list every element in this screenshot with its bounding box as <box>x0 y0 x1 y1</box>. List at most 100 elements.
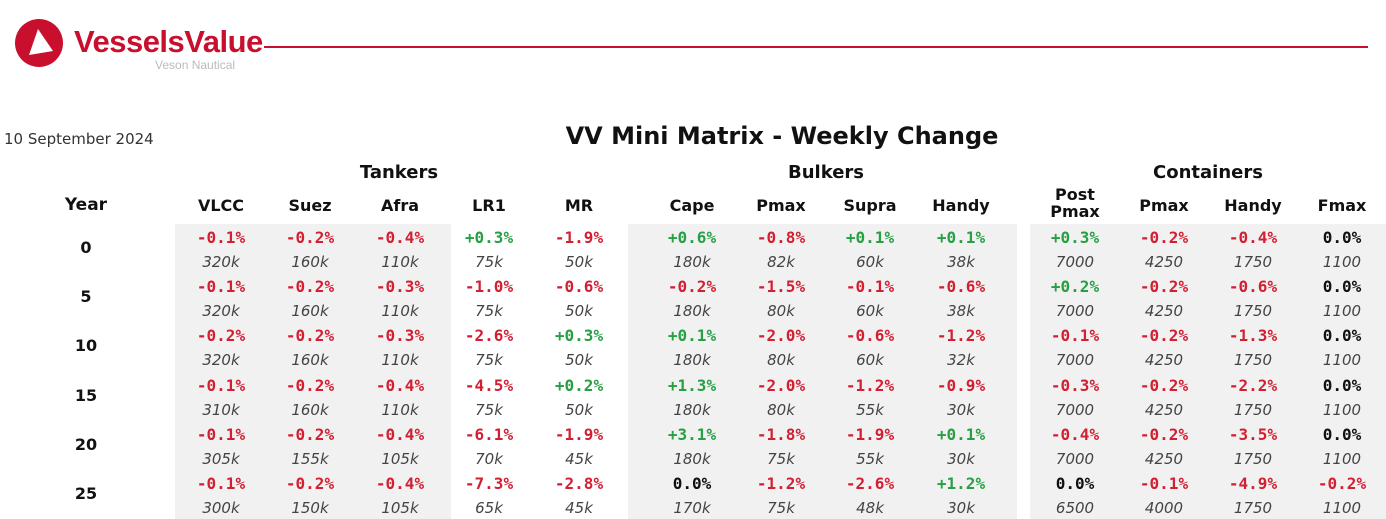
change-value: 0.0% <box>1322 375 1362 395</box>
vessel-size: 50k <box>565 400 593 419</box>
change-value: -0.6% <box>936 277 986 297</box>
group-header-tankers: Tankers <box>359 162 439 183</box>
brand-subtitle: Veson Nautical <box>155 58 236 72</box>
vessel-size: 75k <box>475 253 503 271</box>
change-value: -0.4% <box>1228 228 1278 247</box>
change-value: +0.3% <box>464 228 514 247</box>
vessel-size: 4250 <box>1144 253 1184 271</box>
change-value: -1.9% <box>554 228 604 247</box>
change-value: -2.6% <box>464 326 514 346</box>
column-header-tankers-afra: Afra <box>380 196 420 215</box>
vessel-size: 75k <box>767 499 795 517</box>
change-value: -0.3% <box>1050 375 1100 395</box>
change-value: 0.0% <box>1322 424 1362 444</box>
column-header-containers-post-pmax: Post Pmax <box>1050 185 1100 221</box>
vessel-size: 160k <box>291 351 329 370</box>
vessel-size: 75k <box>475 302 503 321</box>
column-header-containers-pmax: Pmax <box>1139 196 1189 215</box>
vessel-size: 105k <box>381 499 419 517</box>
vessel-size: 1100 <box>1322 253 1362 271</box>
change-value: -1.0% <box>464 277 514 297</box>
vessel-size: 320k <box>202 253 240 271</box>
change-value: 0.0% <box>1055 474 1095 493</box>
change-value: -0.6% <box>1228 277 1278 297</box>
vessel-size: 65k <box>475 499 503 517</box>
change-value: -0.2% <box>1139 375 1189 395</box>
vessel-size: 170k <box>673 499 711 517</box>
group-panel-3 <box>1030 224 1386 519</box>
vessel-size: 75k <box>475 351 503 370</box>
row-year-0: 0 <box>80 238 92 257</box>
group-header-containers: Containers <box>1153 162 1263 183</box>
change-value: -1.2% <box>756 474 806 493</box>
vessel-size: 50k <box>565 253 593 271</box>
vessel-size: 150k <box>291 499 329 517</box>
vessel-size: 50k <box>565 302 593 321</box>
column-header-bulkers-supra: Supra <box>843 196 897 215</box>
vessel-size: 75k <box>475 400 503 419</box>
change-value: -3.5% <box>1228 424 1278 444</box>
change-value: 0.0% <box>1322 228 1362 247</box>
vessel-size: 300k <box>202 499 240 517</box>
vessel-size: 180k <box>673 400 711 419</box>
vessel-size: 1750 <box>1233 400 1273 419</box>
column-header-bulkers-cape: Cape <box>669 196 715 215</box>
report-date: 10 September 2024 <box>4 130 154 148</box>
vessel-size: 1100 <box>1322 351 1362 370</box>
vessel-size: 180k <box>673 302 711 321</box>
vessel-size: 7000 <box>1055 449 1095 468</box>
vessel-size: 4250 <box>1144 449 1184 468</box>
vessel-size: 4000 <box>1144 499 1184 517</box>
vessel-size: 320k <box>202 302 240 321</box>
change-value: -0.3% <box>375 277 425 297</box>
change-value: -0.1% <box>1139 474 1189 493</box>
change-value: -4.5% <box>464 375 514 395</box>
vessel-size: 55k <box>856 400 884 419</box>
change-value: -0.4% <box>375 474 425 493</box>
vessel-size: 110k <box>381 253 419 271</box>
vessel-size: 30k <box>947 400 975 419</box>
row-year-10: 10 <box>74 336 98 356</box>
vessel-size: 80k <box>767 351 795 370</box>
change-value: -2.6% <box>845 474 895 493</box>
column-header-tankers-lr1: LR1 <box>472 196 506 215</box>
vessel-size: 75k <box>767 449 795 468</box>
vessel-size: 160k <box>291 400 329 419</box>
vessel-size: 305k <box>202 449 240 468</box>
vessel-size: 4250 <box>1144 302 1184 321</box>
vessel-size: 7000 <box>1055 400 1095 419</box>
change-value: -0.2% <box>1317 474 1367 493</box>
vessel-size: 160k <box>291 253 329 271</box>
vessel-size: 110k <box>381 302 419 321</box>
vessel-size: 105k <box>381 449 419 468</box>
change-value: -0.2% <box>1139 228 1189 247</box>
vessel-size: 1750 <box>1233 351 1273 370</box>
vessel-size: 50k <box>565 351 593 370</box>
vessel-size: 180k <box>673 449 711 468</box>
change-value: -0.2% <box>285 277 335 297</box>
change-value: -0.1% <box>196 228 246 247</box>
change-value: -1.9% <box>554 424 604 444</box>
vessel-size: 7000 <box>1055 253 1095 271</box>
change-value: -0.6% <box>845 326 895 346</box>
column-header-bulkers-handy: Handy <box>932 196 990 215</box>
change-value: 0.0% <box>1322 326 1362 346</box>
change-value: -4.9% <box>1228 474 1278 493</box>
vessel-size: 55k <box>856 449 884 468</box>
change-value: -0.2% <box>285 474 335 493</box>
change-value: -2.8% <box>554 474 604 493</box>
change-value: -0.2% <box>285 375 335 395</box>
vessel-size: 38k <box>947 253 975 271</box>
change-value: -1.8% <box>756 424 806 444</box>
row-year-25: 25 <box>74 484 98 503</box>
vessel-size: 60k <box>856 302 884 321</box>
change-value: +0.1% <box>667 326 717 346</box>
change-value: -0.9% <box>936 375 986 395</box>
change-value: -0.4% <box>1050 424 1100 444</box>
change-value: +1.3% <box>667 375 717 395</box>
vessel-size: 30k <box>947 449 975 468</box>
header-rule <box>264 46 1368 48</box>
change-value: +3.1% <box>667 424 717 444</box>
brand-name: VesselsValue <box>74 24 263 59</box>
column-header-bulkers-pmax: Pmax <box>756 196 806 215</box>
